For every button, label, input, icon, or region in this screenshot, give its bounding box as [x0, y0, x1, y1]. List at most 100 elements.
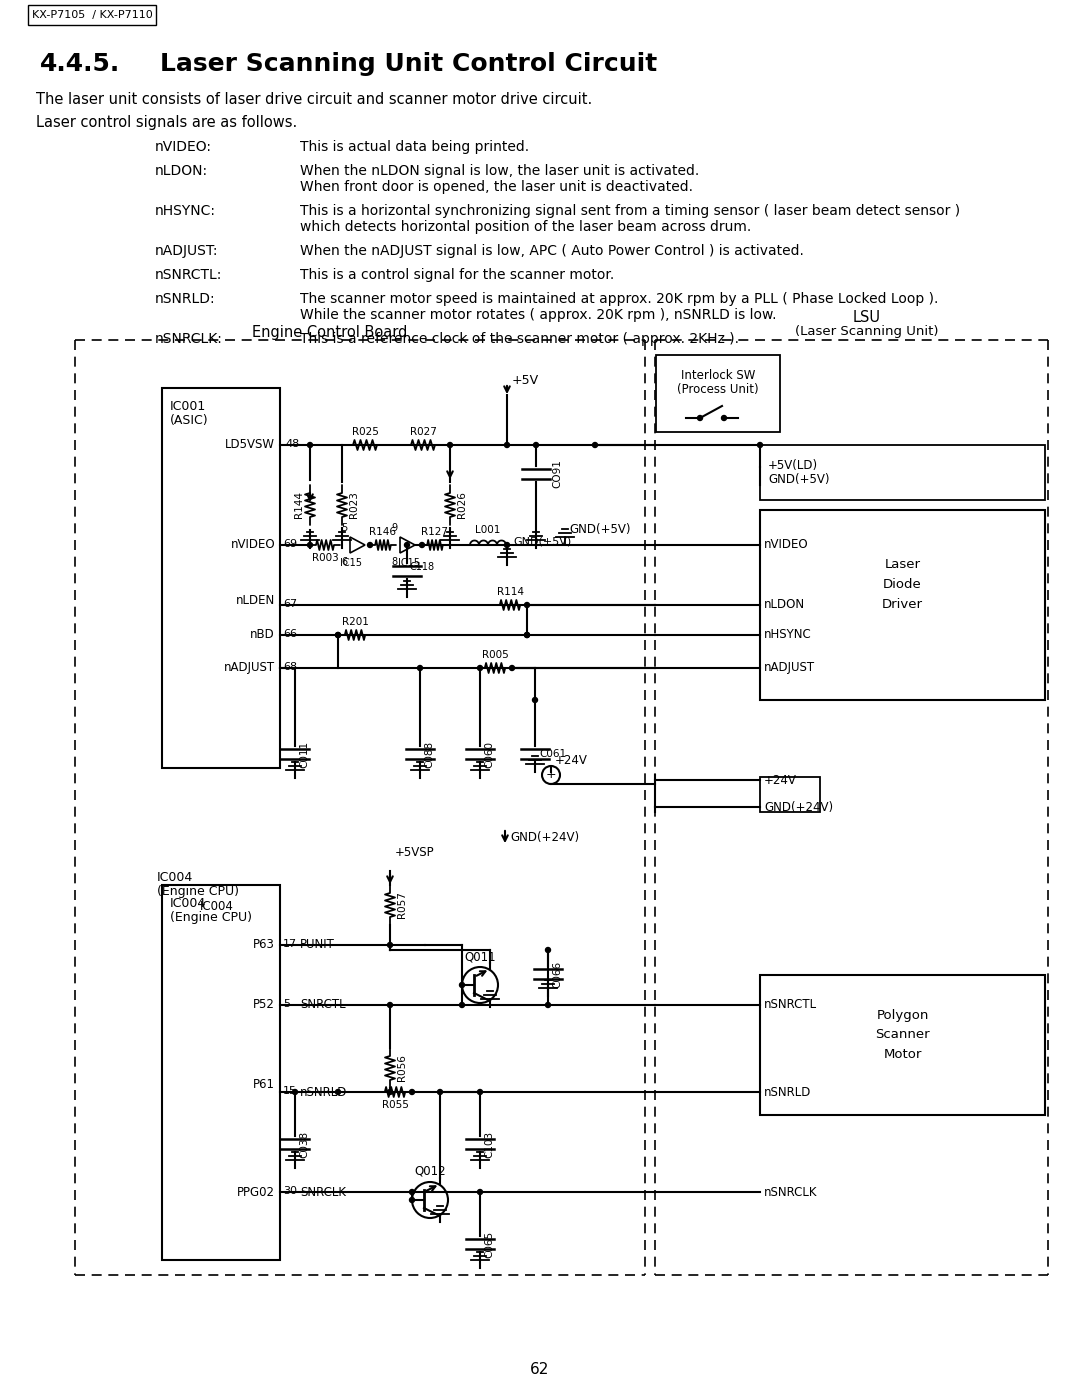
Text: IC15: IC15: [399, 557, 420, 569]
Text: This is actual data being printed.: This is actual data being printed.: [300, 140, 529, 154]
Circle shape: [418, 665, 422, 671]
Text: 5: 5: [341, 522, 347, 534]
Bar: [760, 446, 1045, 500]
Text: While the scanner motor rotates ( approx. 20K rpm ), nSNRLD is low.: While the scanner motor rotates ( approx…: [300, 307, 777, 321]
Text: Q012: Q012: [415, 1165, 446, 1178]
Text: nADJUST: nADJUST: [224, 662, 275, 675]
Text: IC004: IC004: [200, 900, 234, 914]
Text: C065: C065: [484, 1231, 494, 1257]
Circle shape: [477, 1090, 483, 1094]
Text: Q011: Q011: [464, 950, 496, 963]
Circle shape: [534, 443, 539, 447]
Circle shape: [447, 443, 453, 447]
Text: GND(+24V): GND(+24V): [510, 831, 579, 845]
Text: GND(+24V): GND(+24V): [764, 800, 833, 813]
Text: 67: 67: [283, 599, 297, 609]
Text: +24V: +24V: [555, 753, 588, 767]
Text: Laser Scanning Unit Control Circuit: Laser Scanning Unit Control Circuit: [160, 52, 658, 75]
Text: +5VSP: +5VSP: [395, 847, 434, 859]
Bar: [162, 886, 280, 1260]
Text: SNRCLK: SNRCLK: [300, 1186, 346, 1199]
Text: Diode: Diode: [883, 578, 922, 591]
Text: LSU: LSU: [853, 310, 881, 326]
Text: nADJUST:: nADJUST:: [156, 244, 218, 258]
Text: PUNIT: PUNIT: [300, 939, 335, 951]
Text: 68: 68: [283, 662, 297, 672]
Text: GND(+5V): GND(+5V): [768, 474, 829, 486]
Text: 48: 48: [285, 439, 299, 448]
Circle shape: [459, 1003, 464, 1007]
Text: SNRCTL: SNRCTL: [300, 999, 346, 1011]
Text: P63: P63: [253, 939, 275, 951]
Text: P61: P61: [253, 1078, 275, 1091]
Circle shape: [409, 1197, 415, 1203]
Text: C061: C061: [539, 749, 566, 759]
Text: KX-P7105  / KX-P7110: KX-P7105 / KX-P7110: [31, 10, 152, 20]
Circle shape: [532, 697, 538, 703]
Circle shape: [388, 943, 392, 947]
Circle shape: [459, 982, 464, 988]
Text: R027: R027: [409, 427, 436, 437]
Text: C066: C066: [552, 961, 562, 988]
Circle shape: [367, 542, 373, 548]
Bar: [760, 777, 820, 812]
Text: nSNRCTL: nSNRCTL: [764, 999, 818, 1011]
Circle shape: [477, 665, 483, 671]
Text: Laser: Laser: [885, 559, 920, 571]
Text: R055: R055: [381, 1099, 408, 1111]
Circle shape: [308, 542, 312, 548]
Text: (ASIC): (ASIC): [170, 414, 208, 427]
Text: C103: C103: [484, 1130, 494, 1158]
Text: (Laser Scanning Unit): (Laser Scanning Unit): [795, 326, 939, 338]
Circle shape: [409, 1189, 415, 1194]
Text: C060: C060: [484, 740, 494, 767]
Text: IC004: IC004: [157, 870, 193, 884]
Text: C038: C038: [299, 1130, 309, 1158]
FancyBboxPatch shape: [28, 6, 156, 25]
Text: nSNRCTL:: nSNRCTL:: [156, 268, 222, 282]
Circle shape: [721, 415, 727, 420]
Circle shape: [504, 542, 510, 548]
Text: CO91: CO91: [552, 460, 562, 489]
Text: P52: P52: [253, 999, 275, 1011]
Text: R056: R056: [397, 1055, 407, 1081]
Text: (Engine CPU): (Engine CPU): [157, 886, 239, 898]
Text: The scanner motor speed is maintained at approx. 20K rpm by a PLL ( Phase Locked: The scanner motor speed is maintained at…: [300, 292, 939, 306]
Text: R005: R005: [482, 650, 509, 659]
Text: nSNRCLK: nSNRCLK: [764, 1186, 818, 1199]
Text: nSNRLD: nSNRLD: [764, 1085, 811, 1098]
Circle shape: [419, 542, 424, 548]
Text: 4.4.5.: 4.4.5.: [40, 52, 120, 75]
Text: Engine Control Board: Engine Control Board: [253, 326, 407, 339]
Text: L001: L001: [475, 525, 501, 535]
Circle shape: [336, 633, 340, 637]
Text: This is a horizontal synchronizing signal sent from a timing sensor ( laser beam: This is a horizontal synchronizing signa…: [300, 204, 960, 218]
Text: R026: R026: [457, 492, 467, 518]
Circle shape: [525, 633, 529, 637]
Circle shape: [405, 542, 409, 548]
Text: Polygon: Polygon: [876, 1009, 929, 1021]
Text: This is a control signal for the scanner motor.: This is a control signal for the scanner…: [300, 268, 615, 282]
Text: When front door is opened, the laser unit is deactivated.: When front door is opened, the laser uni…: [300, 180, 693, 194]
Circle shape: [545, 1003, 551, 1007]
Text: R201: R201: [341, 617, 368, 627]
Text: R127: R127: [421, 527, 448, 536]
Circle shape: [388, 1003, 392, 1007]
Text: The laser unit consists of laser drive circuit and scanner motor drive circuit.: The laser unit consists of laser drive c…: [36, 92, 592, 108]
Circle shape: [525, 602, 529, 608]
Text: 30: 30: [283, 1186, 297, 1196]
Circle shape: [409, 1090, 415, 1094]
Text: IC15: IC15: [340, 557, 362, 569]
Text: nLDEN: nLDEN: [235, 594, 275, 606]
Circle shape: [437, 1090, 443, 1094]
Text: nVIDEO: nVIDEO: [764, 538, 809, 552]
Text: 6: 6: [341, 557, 347, 567]
Circle shape: [525, 633, 529, 637]
Text: Laser control signals are as follows.: Laser control signals are as follows.: [36, 115, 297, 130]
Circle shape: [545, 947, 551, 953]
Text: nHSYNC:: nHSYNC:: [156, 204, 216, 218]
Text: IC001: IC001: [170, 400, 206, 414]
Text: 5: 5: [283, 999, 291, 1009]
Text: IC004: IC004: [170, 897, 206, 909]
Text: nLDON:: nLDON:: [156, 163, 208, 177]
